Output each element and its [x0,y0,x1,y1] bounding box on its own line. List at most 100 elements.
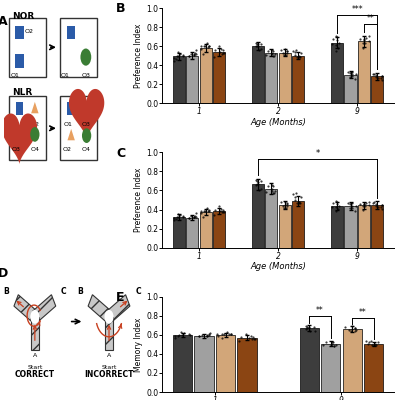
Polygon shape [107,295,130,322]
Point [228,331,234,337]
Point [217,49,223,55]
Point [270,52,277,59]
Point [249,336,255,342]
Point [253,176,259,183]
Point [366,198,372,205]
Point [298,50,304,56]
Point [180,213,186,220]
Point [204,332,210,339]
Point [291,52,298,58]
Point [363,338,369,344]
Point [253,43,259,50]
Point [333,204,339,211]
Point [352,203,359,209]
Point [360,206,366,213]
Point [360,40,366,46]
Bar [265,188,278,248]
Point [293,46,300,53]
Point [278,199,284,205]
Point [211,212,217,218]
Point [295,54,302,60]
Text: E: E [116,291,124,304]
Point [373,72,380,78]
Point [218,46,225,52]
Bar [67,26,75,39]
Point [352,76,358,82]
Point [330,36,336,42]
Bar [321,344,341,392]
Point [253,182,259,188]
Point [297,200,303,206]
Point [246,335,252,341]
Point [333,198,339,204]
Bar [292,201,305,248]
Point [336,203,343,209]
Point [357,201,363,207]
Text: O1: O1 [11,122,21,127]
Point [306,325,312,331]
Point [191,52,198,58]
Point [281,205,287,211]
Polygon shape [105,317,113,350]
Point [257,178,264,184]
Point [220,50,227,56]
Point [379,73,385,80]
Point [370,71,376,77]
Point [255,181,261,187]
Point [269,50,275,56]
Point [272,188,278,194]
Text: O1: O1 [63,122,72,127]
Polygon shape [2,114,37,164]
Point [269,182,275,188]
Point [366,202,372,208]
Bar [364,344,383,392]
Point [335,206,342,212]
Point [283,204,289,211]
Point [268,188,275,194]
Point [204,44,211,50]
Point [173,55,179,62]
Text: B: B [3,287,9,296]
Point [333,48,339,54]
Bar [216,335,235,392]
Bar [265,53,278,103]
Point [175,49,181,55]
Point [238,334,244,340]
Point [365,340,371,347]
Point [282,50,288,56]
Point [282,46,288,52]
Point [198,332,205,338]
Point [320,342,326,349]
Bar [194,336,214,392]
Point [346,70,353,76]
Polygon shape [33,295,56,322]
Point [328,340,335,347]
Point [374,74,381,81]
Point [212,207,219,213]
Bar [173,335,192,392]
Point [334,201,341,207]
Point [270,183,276,190]
Point [206,332,212,338]
Point [330,200,336,207]
Point [198,42,204,49]
Point [253,40,260,47]
Point [207,330,213,336]
Point [363,35,369,41]
Point [200,50,206,57]
Point [342,324,348,330]
Point [221,50,227,56]
Point [366,339,372,345]
Point [215,332,221,339]
Point [278,46,284,53]
Point [373,342,379,348]
Point [347,68,354,75]
Point [379,73,385,80]
Point [180,53,187,60]
Point [176,332,182,338]
Bar [238,338,257,392]
Point [371,199,377,206]
Point [257,41,264,47]
Point [333,42,339,48]
Point [306,324,312,330]
